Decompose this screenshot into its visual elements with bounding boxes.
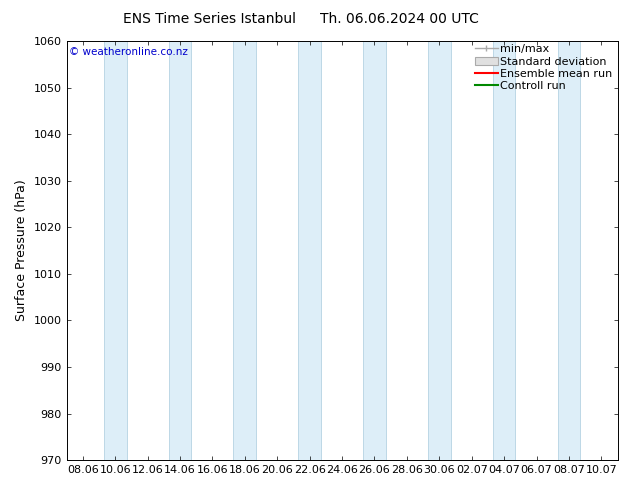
Legend: min/max, Standard deviation, Ensemble mean run, Controll run: min/max, Standard deviation, Ensemble me… bbox=[476, 45, 614, 91]
Bar bbox=[104, 41, 127, 460]
Y-axis label: Surface Pressure (hPa): Surface Pressure (hPa) bbox=[15, 180, 28, 321]
Text: © weatheronline.co.nz: © weatheronline.co.nz bbox=[69, 48, 188, 57]
Text: ENS Time Series Istanbul: ENS Time Series Istanbul bbox=[123, 12, 295, 26]
Bar bbox=[233, 41, 256, 460]
Bar bbox=[363, 41, 386, 460]
Bar bbox=[493, 41, 515, 460]
Bar bbox=[299, 41, 321, 460]
Bar bbox=[169, 41, 191, 460]
Bar bbox=[558, 41, 580, 460]
Bar bbox=[428, 41, 451, 460]
Text: Th. 06.06.2024 00 UTC: Th. 06.06.2024 00 UTC bbox=[320, 12, 479, 26]
